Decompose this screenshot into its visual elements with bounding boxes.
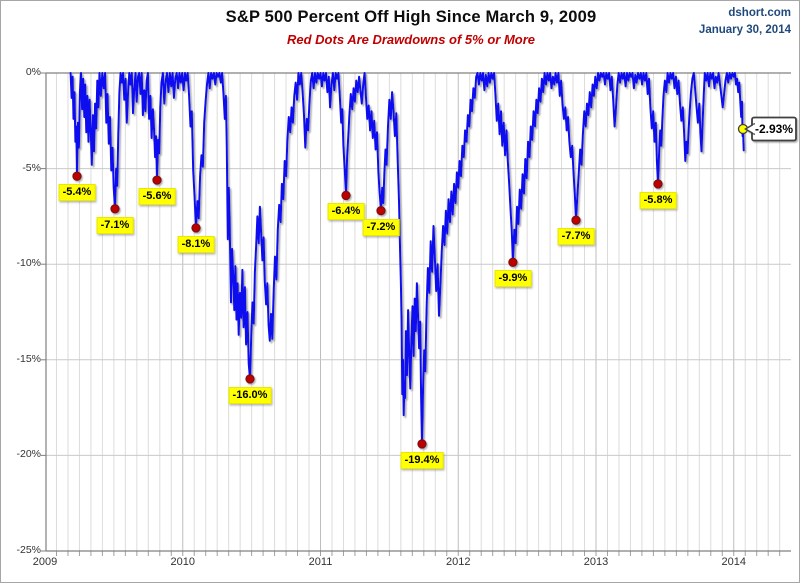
drawdown-dot — [508, 257, 518, 267]
drawdown-label: -9.9% — [494, 270, 532, 288]
drawdown-line — [69, 72, 745, 445]
chart-subtitle: Red Dots Are Drawdowns of 5% or More — [287, 32, 535, 47]
x-axis-tick-label: 2012 — [446, 556, 471, 568]
callout-tail-seam — [753, 124, 758, 134]
source-site: dshort.com — [728, 7, 791, 19]
drawdown-label: -5.8% — [639, 191, 677, 209]
x-axis-tick-label: 2011 — [308, 556, 333, 568]
series-layer — [69, 72, 745, 445]
drawdown-dot — [152, 175, 162, 185]
x-axis-tick-label: 2013 — [583, 556, 609, 568]
x-axis-tick-label: 2010 — [170, 556, 195, 568]
y-axis-tick-label: 0% — [25, 66, 41, 78]
latest-value-callout: -2.93% — [744, 116, 797, 142]
drawdown-label: -5.4% — [58, 184, 96, 202]
drawdown-label: -8.1% — [177, 235, 215, 253]
y-axis-tick-label: -15% — [16, 352, 41, 365]
drawdown-dot — [417, 439, 427, 449]
x-axis-tick-label: 2014 — [721, 556, 746, 568]
drawdown-dot — [191, 223, 201, 233]
y-axis-tick-label: -20% — [16, 448, 41, 461]
y-axis-tick-label: -5% — [22, 161, 41, 174]
y-axis-tick-label: -10% — [16, 257, 41, 270]
drawdown-dot — [72, 171, 82, 181]
drawdown-dot — [110, 204, 120, 214]
drawdown-dot — [571, 215, 581, 225]
drawdown-label: -7.2% — [362, 218, 400, 236]
drawdown-label: -5.6% — [138, 188, 176, 206]
marker-layer: -2.93% — [72, 116, 797, 449]
y-axis-tick-label: -25% — [16, 544, 41, 556]
drawdown-label: -7.7% — [557, 228, 595, 246]
drawdown-dot — [376, 206, 386, 216]
source-date: January 30, 2014 — [698, 24, 791, 36]
x-axis-tick-label: 2009 — [32, 556, 58, 568]
callout-value: -2.93% — [755, 122, 793, 136]
drawdown-label: -6.4% — [327, 203, 365, 221]
drawdown-dot — [245, 374, 255, 384]
drawdown-dot — [341, 190, 351, 201]
chart-title: S&P 500 Percent Off High Since March 9, … — [225, 8, 597, 26]
drawdown-label: -16.0% — [228, 386, 272, 404]
drawdown-label: -7.1% — [96, 216, 134, 234]
drawdown-label: -19.4% — [400, 451, 444, 469]
drawdown-dot — [653, 179, 663, 189]
